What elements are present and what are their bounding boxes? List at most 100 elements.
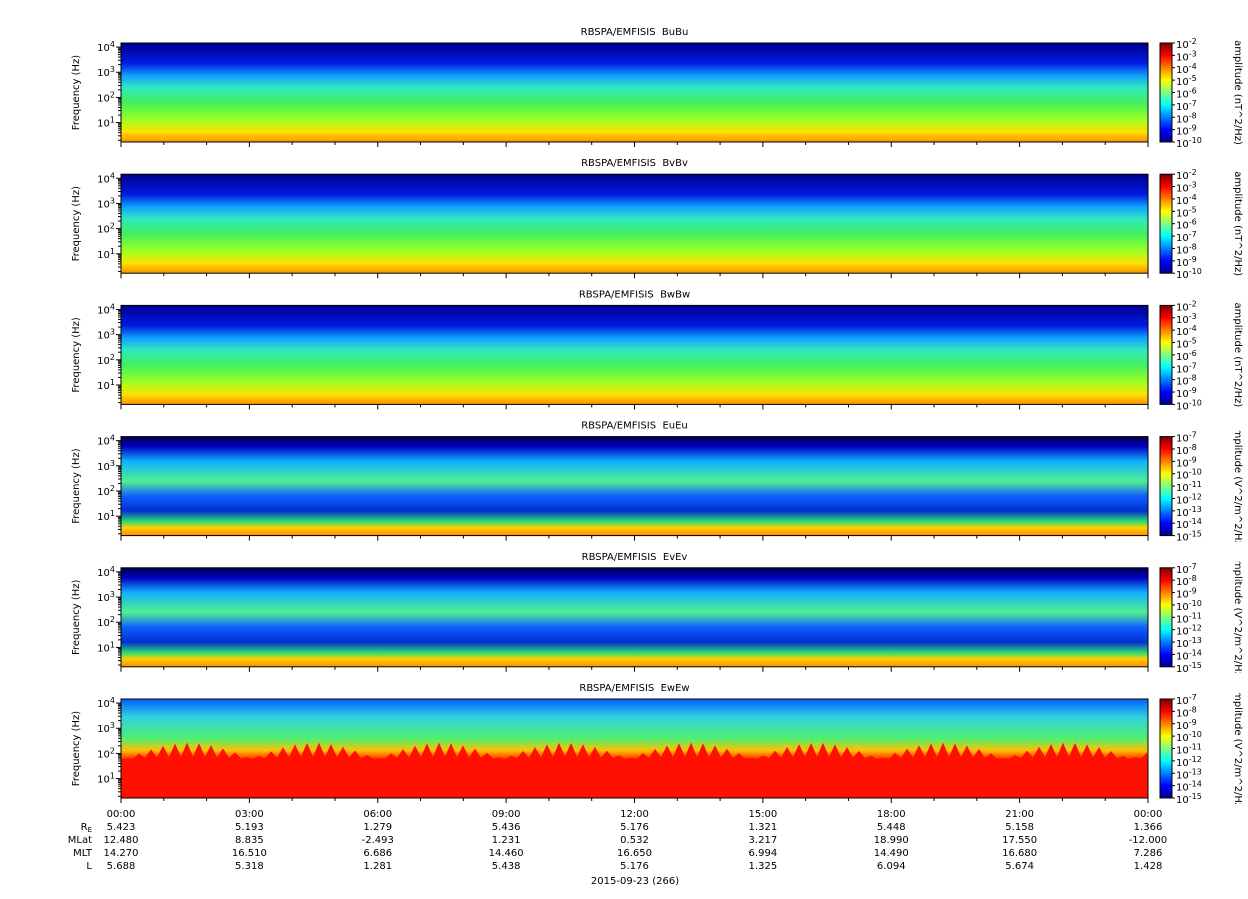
ephemeris-value: 16.680 [1002,848,1037,859]
colorbar-label: amplitude (nT^2/Hz) [1232,171,1243,276]
spectrogram-image [121,43,1148,142]
panel-title: RBSPA/EMFISIS BvBv [581,158,688,169]
ephemeris-value: 12.480 [104,835,139,846]
y-tick-label: 103 [97,590,115,605]
ephemeris-value: 1.231 [492,835,521,846]
ephemeris-value: -2.493 [362,835,394,846]
colorbar-tick-label: 10-15 [1176,660,1202,675]
colorbar [1159,173,1173,274]
ephemeris-value: 14.270 [104,848,139,859]
y-axis-label: Frequency (Hz) [71,580,82,656]
ephemeris-value: 1.325 [749,861,778,872]
x-tick-label: 21:00 [1005,809,1034,820]
ephemeris-label: RE [81,822,92,834]
x-tick-label: 09:00 [492,809,521,820]
colorbar-label: amplitude (nT^2/Hz) [1232,40,1243,145]
ephemeris-value: 18.990 [874,835,909,846]
colorbar-tick-label: 10-10 [1176,398,1202,413]
ephemeris-value: 1.279 [363,822,392,833]
x-tick-label: 06:00 [363,809,392,820]
ephemeris-value: 5.438 [492,861,521,872]
y-tick-label: 104 [97,171,115,186]
ephemeris-value: 1.428 [1134,861,1163,872]
y-tick-label: 103 [97,721,115,736]
y-axis-label: Frequency (Hz) [71,711,82,787]
ephemeris-value: 5.674 [1005,861,1034,872]
ephemeris-value: 14.460 [489,848,524,859]
colorbar [1159,436,1173,537]
y-tick-label: 101 [97,115,115,130]
x-tick-label: 00:00 [107,809,136,820]
panel-title: RBSPA/EMFISIS EuEu [581,421,688,432]
y-tick-label: 102 [97,484,115,499]
colorbar-label: amplitude (V^2/m^2/Hz) [1232,554,1243,681]
y-axis-label: Frequency (Hz) [71,55,82,131]
ephemeris-value: 5.436 [492,822,521,833]
ephemeris-value: 1.281 [363,861,392,872]
x-tick-label: 18:00 [877,809,906,820]
x-tick-label: 12:00 [620,809,649,820]
colorbar-label-group: amplitude (nT^2/Hz) [1232,171,1243,276]
y-axis-label: Frequency (Hz) [71,448,82,524]
ephemeris-value: 6.094 [877,861,906,872]
y-tick-label: 101 [97,640,115,655]
y-tick-label: 104 [97,696,115,711]
y-tick-label: 101 [97,771,115,786]
colorbar [1159,567,1173,668]
colorbar-tick-label: 10-15 [1176,529,1202,544]
ephemeris-value: 5.688 [107,861,136,872]
colorbar-label: amplitude (V^2/m^2/Hz) [1232,423,1243,550]
colorbar-tick-label: 10-10 [1176,267,1202,282]
y-tick-label: 103 [97,65,115,80]
ephemeris-value: 5.176 [620,861,649,872]
ephemeris-value: 7.286 [1134,848,1163,859]
spectrogram-image [121,305,1148,405]
y-tick-label: 102 [97,90,115,105]
y-axis-label: Frequency (Hz) [71,317,82,393]
panel-title: RBSPA/EMFISIS BuBu [581,27,689,38]
y-tick-label: 102 [97,352,115,367]
colorbar-tick-label: 10-10 [1176,136,1202,151]
ephemeris-value: 1.366 [1134,822,1163,833]
colorbar [1159,698,1173,799]
ephemeris-value: 1.321 [749,822,778,833]
x-tick-label: 03:00 [235,809,264,820]
ephemeris-label: MLT [73,848,93,859]
spectrogram-image [121,436,1148,536]
ephemeris-value: 5.423 [107,822,136,833]
ephemeris-value: 14.490 [874,848,909,859]
panel-title: RBSPA/EMFISIS EwEw [579,683,689,694]
x-tick-label: 15:00 [748,809,777,820]
ephemeris-value: 5.193 [235,822,264,833]
ephemeris-label: MLat [68,835,92,846]
y-tick-label: 104 [97,302,115,317]
y-tick-label: 104 [97,40,115,55]
y-tick-label: 104 [97,433,115,448]
y-tick-label: 101 [97,378,115,393]
y-axis-label: Frequency (Hz) [71,186,82,262]
colorbar-label-group: amplitude (nT^2/Hz) [1232,40,1243,145]
colorbar [1159,42,1173,143]
ephemeris-value: 0.532 [620,835,649,846]
spectrogram-image [121,567,1148,667]
y-tick-label: 102 [97,221,115,236]
ephemeris-label: L [86,861,92,872]
ephemeris-value: 5.176 [620,822,649,833]
y-tick-label: 101 [97,509,115,524]
ephemeris-value: 8.835 [235,835,264,846]
y-tick-label: 101 [97,246,115,261]
colorbar-tick-label: 10-15 [1176,792,1202,807]
y-tick-label: 103 [97,196,115,211]
y-tick-label: 104 [97,564,115,579]
ephemeris-value: 6.994 [749,848,778,859]
colorbar [1159,304,1173,405]
colorbar-label: amplitude (nT^2/Hz) [1232,302,1243,407]
colorbar-label-group: amplitude (V^2/m^2/Hz) [1232,693,1243,804]
colorbar-label-group: amplitude (nT^2/Hz) [1232,302,1243,407]
y-tick-label: 103 [97,458,115,473]
spectrogram-image [121,174,1148,274]
ephemeris-value: 6.686 [363,848,392,859]
panel-title: RBSPA/EMFISIS EvEv [582,552,688,563]
date-label: 2015-09-23 (266) [591,876,679,887]
